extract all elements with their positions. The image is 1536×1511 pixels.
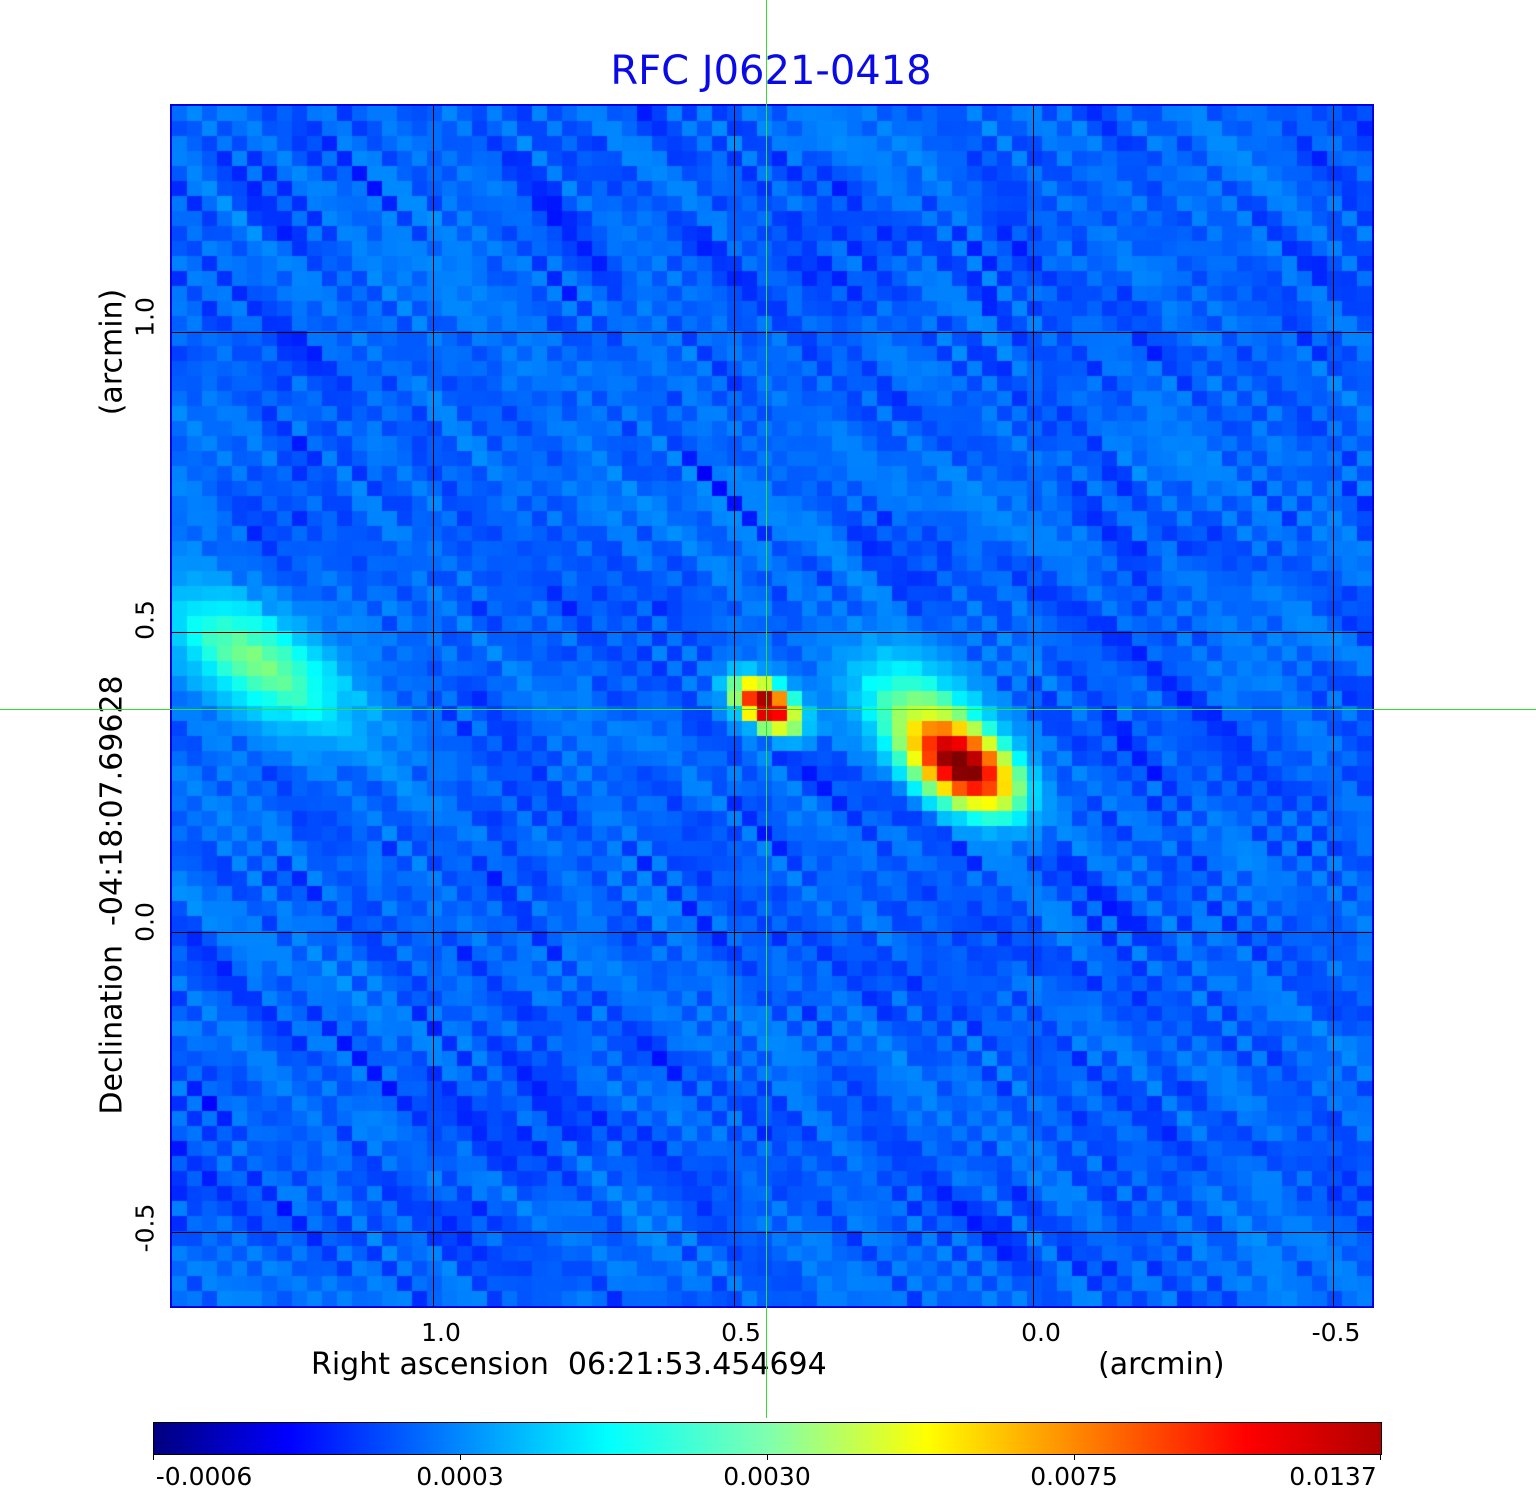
grid-line-y	[172, 632, 1372, 633]
y-axis-label: Declination -04:18:07.69628	[94, 675, 130, 1115]
colorbar-tick	[1074, 1454, 1075, 1460]
x-tick-label: 0.5	[721, 1318, 761, 1347]
grid-line-y	[172, 932, 1372, 933]
x-axis-unit: (arcmin)	[1098, 1347, 1225, 1382]
plot-area[interactable]	[170, 104, 1374, 1308]
y-axis-unit: (arcmin)	[94, 288, 130, 416]
chart-title: RFC J0621-0418	[610, 48, 932, 94]
grid-line-x	[1033, 106, 1034, 1306]
y-tick-label: 0.0	[130, 902, 160, 942]
colorbar-label: 0.0137	[1289, 1462, 1377, 1491]
colorbar-label: -0.0006	[155, 1462, 253, 1491]
y-tick-label: -0.5	[130, 1203, 160, 1253]
colorbar-label: 0.0030	[723, 1462, 811, 1491]
colorbar-tick	[1380, 1454, 1381, 1460]
x-tick-label: -0.5	[1311, 1318, 1361, 1347]
grid-line-x	[734, 106, 735, 1306]
colorbar-tick	[767, 1454, 768, 1460]
grid-line-x	[1333, 106, 1334, 1306]
x-tick-label: 1.0	[421, 1318, 461, 1347]
heatmap-image	[172, 106, 1372, 1306]
y-tick-label: 0.5	[130, 600, 160, 640]
grid-line-y	[172, 332, 1372, 333]
x-axis-label: Right ascension 06:21:53.454694	[311, 1347, 827, 1382]
colorbar-label: 0.0075	[1030, 1462, 1118, 1491]
colorbar-tick	[460, 1454, 461, 1460]
grid-line-x	[433, 106, 434, 1306]
colorbar-label: 0.0003	[416, 1462, 504, 1491]
colorbar	[153, 1422, 1382, 1455]
grid-line-y	[172, 1232, 1372, 1233]
colorbar-tick	[153, 1454, 154, 1460]
crosshair-horizontal	[0, 709, 1536, 710]
y-tick-label: 1.0	[130, 297, 160, 337]
x-tick-label: 0.0	[1021, 1318, 1061, 1347]
